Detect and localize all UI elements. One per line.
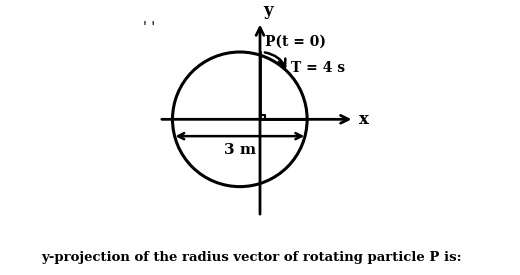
Text: T = 4 s: T = 4 s	[291, 61, 345, 75]
Text: P(t = 0): P(t = 0)	[265, 35, 327, 49]
Text: y: y	[263, 2, 273, 19]
Text: ' ': ' '	[143, 21, 155, 35]
Text: 3 m: 3 m	[224, 143, 256, 157]
Text: x: x	[359, 111, 369, 128]
Text: y-projection of the radius vector of rotating particle P is:: y-projection of the radius vector of rot…	[42, 251, 462, 264]
